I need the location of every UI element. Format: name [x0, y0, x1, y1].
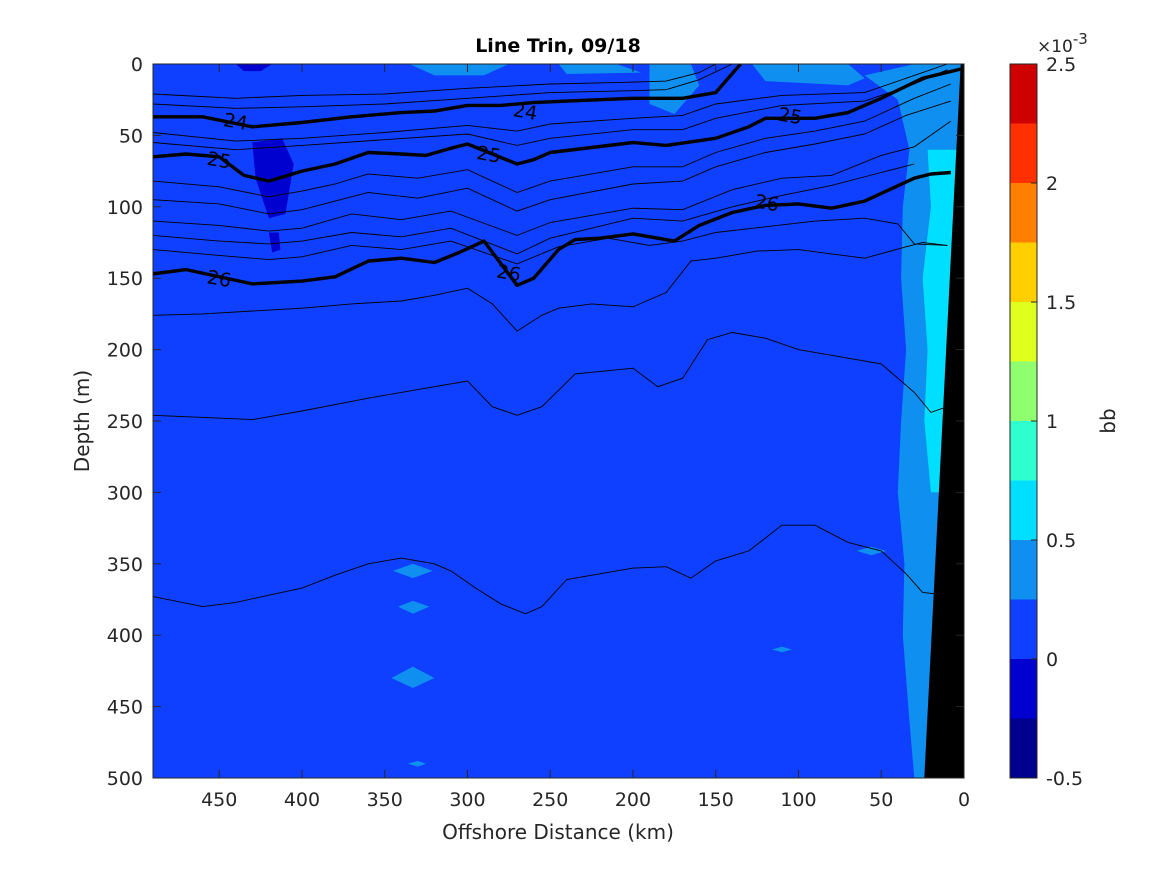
- y-tick-label: 450: [107, 697, 143, 719]
- fill-patch: [649, 64, 700, 114]
- y-axis-label: Depth (m): [70, 370, 94, 472]
- x-tick-label: 250: [532, 789, 568, 811]
- thin-contour-line: [153, 100, 951, 215]
- colorbar-segment: [1010, 718, 1037, 778]
- x-tick-label: 0: [958, 789, 970, 811]
- colorbar-tick-label: 0: [1046, 649, 1058, 671]
- colorbar-tick-label: 1: [1046, 411, 1058, 433]
- plot-area: 24 24 25 25 25 26 26 26: [153, 64, 964, 778]
- colorbar-segment: [1010, 480, 1037, 540]
- fill-patch: [407, 760, 427, 767]
- colorbar-segment: [1010, 540, 1037, 600]
- thin-contour-line: [153, 242, 948, 332]
- thin-contour-line: [153, 69, 948, 151]
- y-tick-label: 350: [107, 554, 143, 576]
- x-tick-label: 350: [367, 789, 403, 811]
- fill-patch: [268, 232, 281, 253]
- colorbar-exponent: ×10-3: [1037, 30, 1088, 57]
- y-tick-label: 500: [107, 768, 143, 790]
- x-tick-label: 300: [449, 789, 485, 811]
- bathymetry: [924, 64, 964, 778]
- contour-label: 25: [205, 148, 233, 174]
- thin-contours: [153, 64, 952, 615]
- contour-label: 26: [753, 191, 781, 217]
- fill-patch: [393, 563, 433, 579]
- thin-contour-line: [153, 524, 948, 615]
- colorbar-label: bb: [1096, 408, 1120, 433]
- colorbar-tick-label: -0.5: [1046, 768, 1083, 790]
- colorbar: [1009, 63, 1038, 779]
- x-axis-label: Offshore Distance (km): [442, 820, 674, 844]
- contour-label: 25: [475, 142, 503, 168]
- colorbar-tick-label: 0.5: [1046, 530, 1076, 552]
- y-tick-label: 0: [131, 54, 143, 76]
- colorbar-segment: [1010, 361, 1037, 421]
- colorbar-segment: [1010, 242, 1037, 302]
- thin-contour-line: [153, 332, 948, 421]
- x-tick-label: 200: [615, 789, 651, 811]
- colorbar-tick-label: 2.5: [1046, 54, 1076, 76]
- x-axis-ticks: 450 400 350 300 250 200 150 100 50 0: [201, 64, 970, 811]
- isopycnal-24-line: [153, 64, 742, 129]
- contour-label: 25: [776, 103, 804, 129]
- y-tick-label: 300: [107, 482, 143, 504]
- colorbar-segment: [1010, 123, 1037, 183]
- isopycnal-26-line: [153, 170, 951, 287]
- thin-contour-line: [153, 83, 951, 198]
- colorbar-segment: [1010, 421, 1037, 481]
- contour-label: 24: [222, 109, 250, 135]
- y-tick-label: 150: [107, 268, 143, 290]
- x-tick-label: 400: [284, 789, 320, 811]
- colorbar-ticks: 2.5 2 1.5 1 0.5 0 -0.5: [1031, 54, 1083, 790]
- colorbar-tick-label: 1.5: [1046, 292, 1076, 314]
- fill-patch: [391, 666, 435, 688]
- colorbar-segment: [1010, 659, 1037, 719]
- x-tick-label: 150: [698, 789, 734, 811]
- y-tick-label: 50: [119, 125, 143, 147]
- isopycnal-contours: [153, 64, 964, 287]
- y-tick-label: 250: [107, 411, 143, 433]
- x-tick-label: 450: [201, 789, 237, 811]
- colorbar-tick-label: 2: [1046, 173, 1058, 195]
- colorbar-exponent-base: ×10: [1037, 37, 1073, 57]
- fill-patch: [235, 64, 273, 72]
- colorbar-segment: [1010, 302, 1037, 362]
- chart-title: Line Trin, 09/18: [475, 35, 641, 57]
- y-tick-label: 100: [107, 197, 143, 219]
- thin-contour-line: [153, 120, 952, 236]
- y-tick-label: 200: [107, 340, 143, 362]
- contour-labels: 24 24 25 25 25 26 26 26: [205, 99, 804, 292]
- contour-label: 26: [495, 261, 523, 287]
- thin-contour-line: [153, 64, 733, 109]
- fill-patch: [409, 64, 509, 76]
- thin-contour-line: [153, 64, 716, 99]
- x-tick-label: 100: [780, 789, 816, 811]
- colorbar-segment: [1010, 599, 1037, 659]
- thin-contour-line: [153, 64, 948, 142]
- colorbar-exponent-power: -3: [1073, 30, 1088, 48]
- colorbar-segment: [1010, 64, 1037, 124]
- bathymetry-shape: [924, 64, 964, 778]
- thin-contour-line: [153, 163, 915, 255]
- fill-patch: [856, 546, 887, 556]
- y-tick-label: 400: [107, 625, 143, 647]
- colorbar-segment: [1010, 183, 1037, 243]
- isopycnal-25-line: [153, 66, 964, 183]
- y-axis-ticks: 0 50 100 150 200 250 300 350 400 450 500: [107, 54, 964, 790]
- contour-label: 24: [511, 99, 539, 125]
- fill-patch: [398, 600, 430, 614]
- x-tick-label: 50: [869, 789, 893, 811]
- fill-patch: [752, 64, 865, 86]
- fill-patch: [772, 646, 792, 653]
- contour-label: 26: [205, 266, 233, 292]
- fill-patch: [558, 64, 642, 74]
